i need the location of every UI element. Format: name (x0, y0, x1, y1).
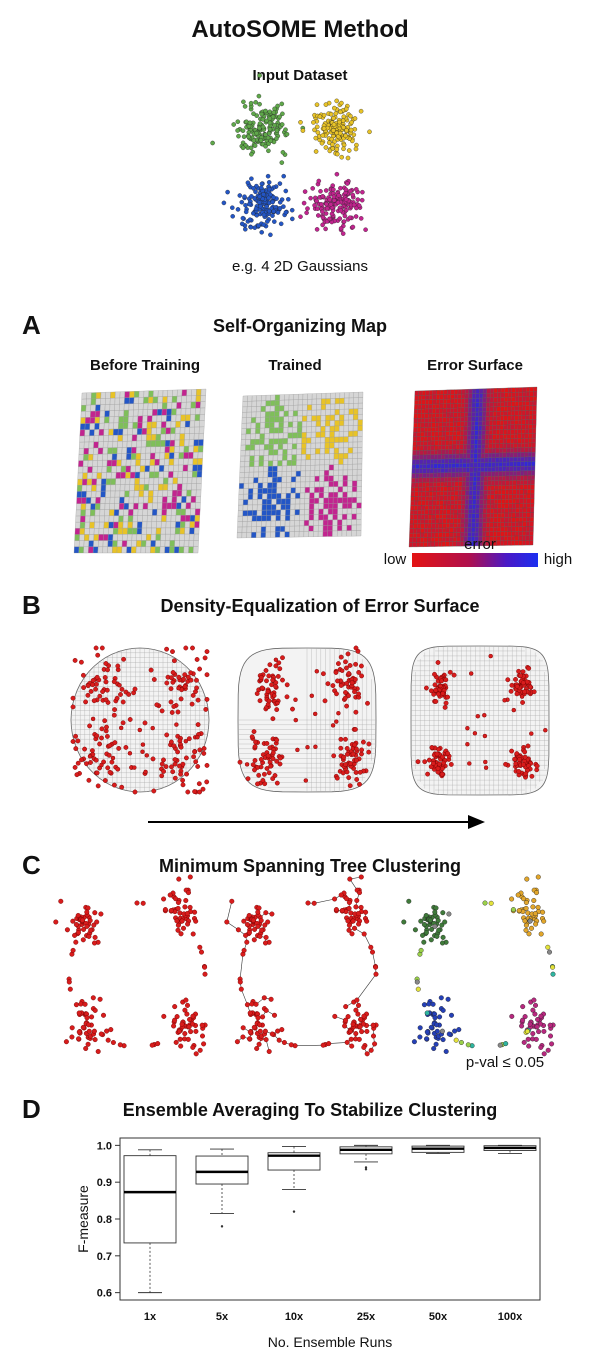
box-100x (483, 1144, 537, 1154)
y-axis-label: F-measure (75, 1185, 91, 1253)
error-colorbar-low: low (383, 551, 407, 568)
mst-clustered-points (401, 874, 556, 1057)
progress-arrow (148, 815, 485, 829)
mst-tree-edges (224, 874, 379, 1057)
x-tick-label: 25x (357, 1311, 376, 1323)
y-tick-label: 0.9 (97, 1177, 112, 1189)
y-tick-label: 0.7 (97, 1251, 112, 1263)
x-axis-label: No. Ensemble Runs (268, 1334, 393, 1350)
panel-c-letter: C (22, 850, 41, 880)
x-tick-label: 10x (285, 1311, 304, 1323)
input-dataset-caption: e.g. 4 2D Gaussians (232, 258, 368, 275)
input-dataset-title: Input Dataset (252, 67, 348, 84)
box-10x (267, 1146, 321, 1213)
box-1x (123, 1149, 177, 1294)
density-equalization-stage-2 (195, 645, 377, 793)
box-5x (195, 1148, 249, 1228)
som-before-training-grid (73, 388, 207, 554)
box-50x (411, 1144, 465, 1154)
panel-a-title: Self-Organizing Map (212, 316, 387, 336)
x-tick-label: 50x (429, 1311, 448, 1323)
x-tick-label: 100x (498, 1311, 523, 1323)
y-tick-label: 1.0 (97, 1140, 112, 1152)
p-value-label: p-val ≤ 0.05 (465, 1054, 545, 1071)
grid-cells (408, 386, 538, 548)
mst-points (53, 874, 208, 1057)
gaussian-cluster-2 (298, 98, 372, 161)
panel-a-before-label: Before Training (89, 357, 201, 374)
panel-d-title: Ensemble Averaging To Stabilize Clusteri… (122, 1100, 498, 1120)
error-colorbar-high: high (543, 551, 573, 568)
error-colorbar (412, 553, 538, 567)
grid-cells (73, 388, 207, 554)
red-nodes (70, 645, 210, 795)
panel-a-trained-label: Trained (268, 357, 322, 374)
red-nodes (195, 645, 372, 789)
error-colorbar-title: error (464, 536, 496, 553)
density-equalization-stage-3 (410, 645, 550, 796)
gaussian-cluster-3 (221, 173, 295, 238)
panel-d-letter: D (22, 1094, 41, 1124)
panel-b-title: Density-Equalization of Error Surface (160, 596, 480, 616)
density-equalization-stage-1 (70, 645, 210, 795)
f-measure-boxplot: F-measure No. Ensemble Runs 0.6 0.7 0.8 0.9… (75, 1137, 541, 1350)
panel-b-letter: B (22, 590, 41, 620)
panel-a-error-label: Error Surface (427, 357, 523, 374)
plot-frame (119, 1137, 541, 1301)
som-trained-grid (236, 391, 364, 539)
y-tick-label: 0.6 (97, 1288, 112, 1300)
mst-tree-nodes (224, 874, 379, 1057)
mst-nodes (53, 874, 208, 1057)
gaussian-cluster-4 (298, 171, 368, 236)
red-nodes (415, 653, 548, 780)
x-tick-label: 1x (144, 1311, 157, 1323)
panel-c-title: Minimum Spanning Tree Clustering (158, 856, 462, 876)
input-gaussian-scatter (210, 73, 372, 238)
page-title: AutoSOME Method (191, 16, 409, 43)
x-tick-label: 5x (216, 1311, 229, 1323)
clustered-nodes (401, 874, 556, 1057)
gaussian-cluster-1 (210, 73, 306, 165)
som-error-surface (408, 386, 538, 548)
y-tick-label: 0.8 (97, 1214, 112, 1226)
grid-cells (236, 391, 364, 539)
box-25x (339, 1144, 393, 1171)
panel-a-letter: A (22, 310, 41, 340)
